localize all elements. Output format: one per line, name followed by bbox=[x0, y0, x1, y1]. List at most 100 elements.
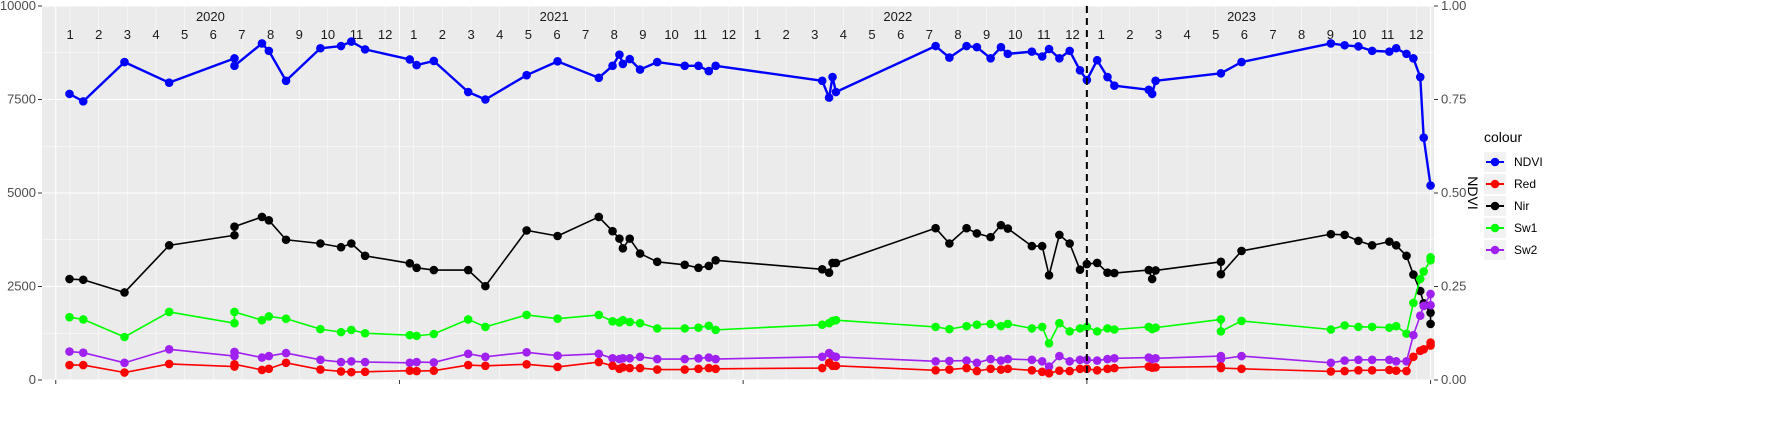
data-point-nir bbox=[264, 216, 274, 225]
data-point-ndvi bbox=[594, 73, 604, 83]
data-point-ndvi bbox=[1151, 76, 1160, 86]
data-point-ndvi bbox=[945, 53, 954, 62]
data-point-ndvi bbox=[962, 41, 971, 51]
data-point-ndvi bbox=[316, 43, 325, 53]
data-point-red bbox=[635, 363, 645, 373]
data-point-ndvi bbox=[1340, 40, 1349, 50]
month-label: 6 bbox=[1241, 27, 1248, 42]
data-point-red bbox=[962, 363, 971, 373]
data-point-sw1 bbox=[553, 314, 562, 323]
data-point-ndvi bbox=[347, 37, 356, 46]
legend-label: Nir bbox=[1514, 199, 1529, 213]
data-point-sw2 bbox=[553, 351, 562, 360]
data-point-nir bbox=[1003, 224, 1013, 233]
data-point-sw1 bbox=[972, 320, 982, 329]
data-point-red bbox=[1409, 352, 1418, 362]
data-point-ndvi bbox=[972, 42, 982, 52]
series-ndvi bbox=[65, 37, 1435, 190]
data-point-sw2 bbox=[1385, 355, 1394, 365]
data-point-red bbox=[1055, 366, 1064, 375]
data-point-nir bbox=[1144, 265, 1154, 275]
data-point-red bbox=[1340, 366, 1349, 376]
month-label: 1 bbox=[410, 27, 417, 42]
data-point-sw1 bbox=[608, 316, 617, 326]
data-point-sw2 bbox=[1419, 301, 1428, 311]
data-point-sw1 bbox=[711, 325, 720, 335]
data-point-nir bbox=[608, 226, 617, 236]
data-point-sw2 bbox=[625, 354, 635, 363]
data-point-ndvi bbox=[625, 54, 635, 64]
month-label: 1 bbox=[1098, 27, 1105, 42]
legend-entry-sw2: Sw2 bbox=[1484, 240, 1538, 260]
data-point-sw1 bbox=[986, 319, 995, 329]
data-point-sw2 bbox=[264, 351, 274, 361]
data-point-sw2 bbox=[481, 352, 490, 362]
data-point-ndvi bbox=[1385, 47, 1394, 56]
data-point-sw1 bbox=[931, 322, 940, 332]
data-point-nir bbox=[1110, 268, 1119, 278]
data-point-ndvi bbox=[78, 97, 88, 106]
month-label: 4 bbox=[152, 27, 159, 42]
data-point-ndvi bbox=[481, 95, 490, 104]
data-point-sw1 bbox=[694, 323, 703, 332]
data-point-ndvi bbox=[1367, 46, 1377, 56]
data-point-sw1 bbox=[817, 320, 827, 329]
data-point-sw2 bbox=[522, 348, 531, 357]
data-point-sw2 bbox=[618, 354, 628, 363]
legend-entry-red: Red bbox=[1484, 174, 1536, 194]
data-point-sw1 bbox=[1415, 274, 1425, 284]
y-right-tick-label: 1.00 bbox=[1441, 0, 1466, 13]
data-point-sw2 bbox=[347, 357, 356, 366]
data-point-sw2 bbox=[962, 356, 971, 365]
data-point-sw1 bbox=[1092, 327, 1102, 336]
data-point-sw2 bbox=[65, 347, 74, 356]
month-label: 7 bbox=[926, 27, 933, 42]
data-point-red bbox=[1037, 367, 1047, 377]
data-point-nir bbox=[618, 244, 628, 253]
data-point-sw2 bbox=[1151, 354, 1160, 363]
data-point-nir bbox=[1075, 265, 1085, 274]
data-point-nir bbox=[281, 235, 291, 245]
data-point-nir bbox=[1065, 239, 1074, 248]
data-point-sw2 bbox=[996, 356, 1006, 365]
data-point-nir bbox=[1367, 241, 1377, 250]
data-point-ndvi bbox=[1110, 81, 1119, 90]
data-point-sw1 bbox=[264, 312, 274, 321]
data-point-sw1 bbox=[405, 330, 415, 340]
data-point-nir bbox=[1385, 237, 1394, 246]
data-point-nir bbox=[522, 226, 531, 235]
data-point-ndvi bbox=[1092, 55, 1102, 65]
data-point-sw1 bbox=[1385, 323, 1394, 332]
data-point-nir bbox=[625, 234, 635, 243]
data-point-ndvi bbox=[257, 39, 267, 48]
data-point-red bbox=[618, 362, 628, 372]
data-point-sw1 bbox=[831, 315, 841, 325]
data-point-nir bbox=[986, 232, 995, 242]
data-point-ndvi bbox=[1075, 66, 1085, 75]
data-point-nir bbox=[429, 265, 439, 275]
data-point-nir bbox=[824, 268, 834, 277]
month-label: 1 bbox=[66, 27, 73, 42]
month-label: 11 bbox=[1037, 27, 1051, 42]
month-label: 10 bbox=[664, 27, 678, 42]
legend-label: Sw2 bbox=[1514, 243, 1538, 257]
data-point-red bbox=[1385, 365, 1394, 375]
data-point-ndvi bbox=[694, 61, 703, 71]
data-point-ndvi bbox=[1103, 72, 1112, 82]
data-point-sw1 bbox=[1103, 324, 1112, 333]
data-point-red bbox=[522, 359, 531, 369]
data-point-sw1 bbox=[594, 310, 604, 320]
data-point-nir bbox=[680, 260, 690, 270]
data-point-sw2 bbox=[1110, 354, 1119, 363]
data-point-red bbox=[405, 366, 415, 375]
month-label: 3 bbox=[467, 27, 474, 42]
data-point-sw1 bbox=[360, 328, 370, 338]
data-point-ndvi bbox=[522, 70, 531, 80]
data-point-nir bbox=[463, 265, 473, 275]
data-point-nir bbox=[230, 222, 239, 231]
data-point-sw1 bbox=[463, 315, 473, 324]
legend-key-point bbox=[1490, 245, 1500, 255]
legend-entry-sw1: Sw1 bbox=[1484, 218, 1538, 238]
data-point-sw1 bbox=[347, 325, 356, 335]
month-label: 9 bbox=[639, 27, 646, 42]
